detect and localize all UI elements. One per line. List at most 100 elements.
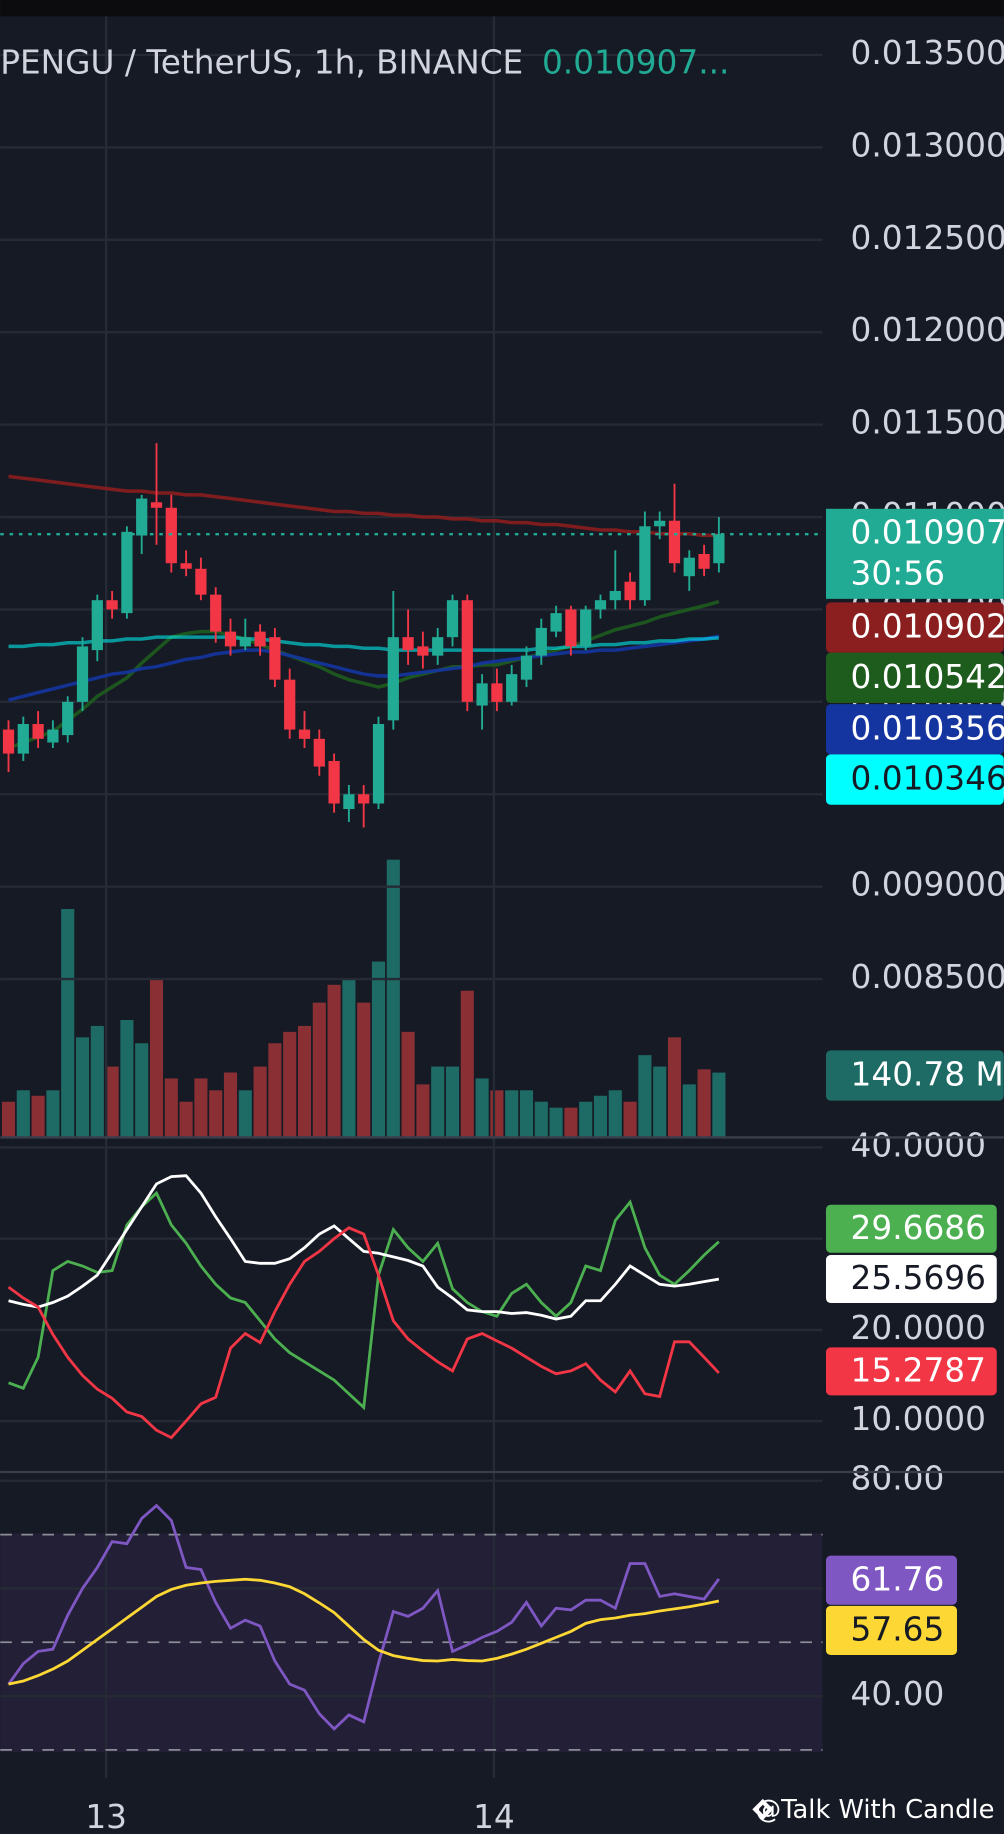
- volume-bar: [194, 1078, 208, 1137]
- dmi-tag: 25.5696: [851, 1259, 986, 1297]
- plot-layer: 13 14 0.013500 0.013000 0.012500 0.012000 0.01…: [0, 16, 1004, 1834]
- y-tick-label: 0.009000: [851, 866, 1004, 904]
- candle-body: [417, 646, 429, 656]
- volume-bar: [223, 1072, 238, 1137]
- watermark-icon: [752, 1798, 774, 1820]
- line: [7, 1226, 720, 1440]
- watermark-text: @Talk With Candle: [755, 1795, 994, 1825]
- candle-body: [180, 563, 192, 569]
- volume-bar: [238, 1090, 252, 1137]
- volume-bar: [638, 1055, 652, 1137]
- y-tick-label: 40.00: [851, 1675, 945, 1713]
- y-tick-label: 80.00: [851, 1460, 945, 1498]
- candle-body: [210, 594, 222, 632]
- rsi-tag-bg: [825, 1555, 957, 1605]
- candle-body: [136, 498, 148, 536]
- rsi-tag: 57.65: [851, 1611, 945, 1649]
- volume-bar: [401, 1031, 415, 1137]
- candle-body: [313, 738, 325, 767]
- ma-tag-bg: [825, 652, 1004, 703]
- x-tick-label: 13: [85, 1798, 127, 1834]
- volume-bar: [312, 1002, 326, 1137]
- candle-body: [165, 507, 177, 564]
- candle-body: [624, 581, 636, 601]
- candle-body: [580, 609, 592, 647]
- y-tick-label: 0.008500: [851, 958, 1004, 996]
- y-tick-label: 20.0000: [851, 1309, 986, 1347]
- candle-body: [476, 683, 488, 706]
- candle-body: [254, 631, 266, 647]
- volume-bar: [564, 1107, 578, 1137]
- candle-body: [432, 637, 444, 656]
- volume-bar: [209, 1090, 223, 1137]
- watermark: @Talk With Candle: [752, 1795, 994, 1825]
- rsi-tag-bg: [825, 1605, 957, 1656]
- volume-bar: [268, 1043, 282, 1137]
- y-tick-label: 0.013500: [851, 34, 1004, 72]
- line: [8, 1577, 720, 1686]
- line: [8, 1190, 720, 1411]
- dmi-tag-bg: [825, 1255, 997, 1303]
- volume-bar: [519, 1090, 534, 1137]
- volume-bar: [120, 1019, 134, 1137]
- volume-bar: [179, 1101, 193, 1137]
- candle-body: [328, 760, 340, 804]
- volume-bar: [75, 1037, 90, 1137]
- ma-tag-bg: [825, 704, 1004, 755]
- candle-body: [654, 520, 666, 527]
- volume-bar: [105, 1066, 119, 1137]
- volume-bar: [431, 1066, 445, 1137]
- volume-bar: [549, 1107, 563, 1137]
- volume-bar: [579, 1101, 593, 1137]
- y-tick-label: 0.013000: [851, 126, 1004, 164]
- candle-body: [609, 590, 621, 601]
- volume-bar: [149, 978, 164, 1137]
- candle-body: [121, 531, 133, 614]
- candle-body: [239, 637, 251, 647]
- candle-body: [17, 724, 29, 754]
- candle-body: [550, 613, 562, 632]
- candle-body: [343, 794, 355, 810]
- volume-bar: [61, 909, 75, 1137]
- chart-title: PENGU / TetherUS, 1h, BINANCE: [0, 43, 523, 81]
- candle-body: [402, 637, 414, 651]
- candle-body: [32, 724, 44, 739]
- volume-bar: [667, 1037, 682, 1137]
- candle-body: [372, 724, 385, 804]
- ma-tag: 0.010542: [851, 658, 1004, 696]
- candle-body: [358, 794, 370, 804]
- candle-body: [446, 600, 459, 638]
- candle-body: [713, 534, 725, 564]
- countdown: 30:56: [851, 554, 945, 592]
- candle-body: [461, 600, 473, 702]
- volume-tag-bg: [825, 1050, 1004, 1101]
- top-bar: [0, 0, 1004, 17]
- volume-bar: [90, 1025, 104, 1137]
- volume-bar: [297, 1025, 312, 1137]
- volume-bar: [164, 1078, 178, 1137]
- ma-tag-bg: [825, 754, 1004, 805]
- volume-bar: [386, 859, 400, 1137]
- volume-bar: [253, 1066, 267, 1137]
- candle-body: [62, 701, 74, 736]
- volume-bar: [490, 1090, 504, 1137]
- last-price-label: 0.010907...: [542, 43, 729, 81]
- y-tick-label: 0.012000: [851, 311, 1004, 349]
- candle-body: [506, 674, 518, 702]
- candle-body: [106, 600, 118, 610]
- candle-body: [91, 600, 103, 651]
- y-tick-label: 10.0000: [851, 1400, 986, 1438]
- dmi-tag-bg: [825, 1347, 997, 1396]
- ma-tag: 0.010356: [851, 709, 1004, 747]
- volume-bar: [283, 1031, 297, 1137]
- volume-bar: [46, 1090, 60, 1137]
- ma-tag: 0.010346: [851, 760, 1004, 798]
- dmi-tag: 29.6686: [851, 1209, 986, 1247]
- candle-body: [520, 655, 533, 680]
- price-tag: 0.010907: [851, 514, 1004, 552]
- line: [7, 599, 720, 750]
- candle-body: [224, 631, 237, 647]
- volume-bar: [697, 1069, 711, 1137]
